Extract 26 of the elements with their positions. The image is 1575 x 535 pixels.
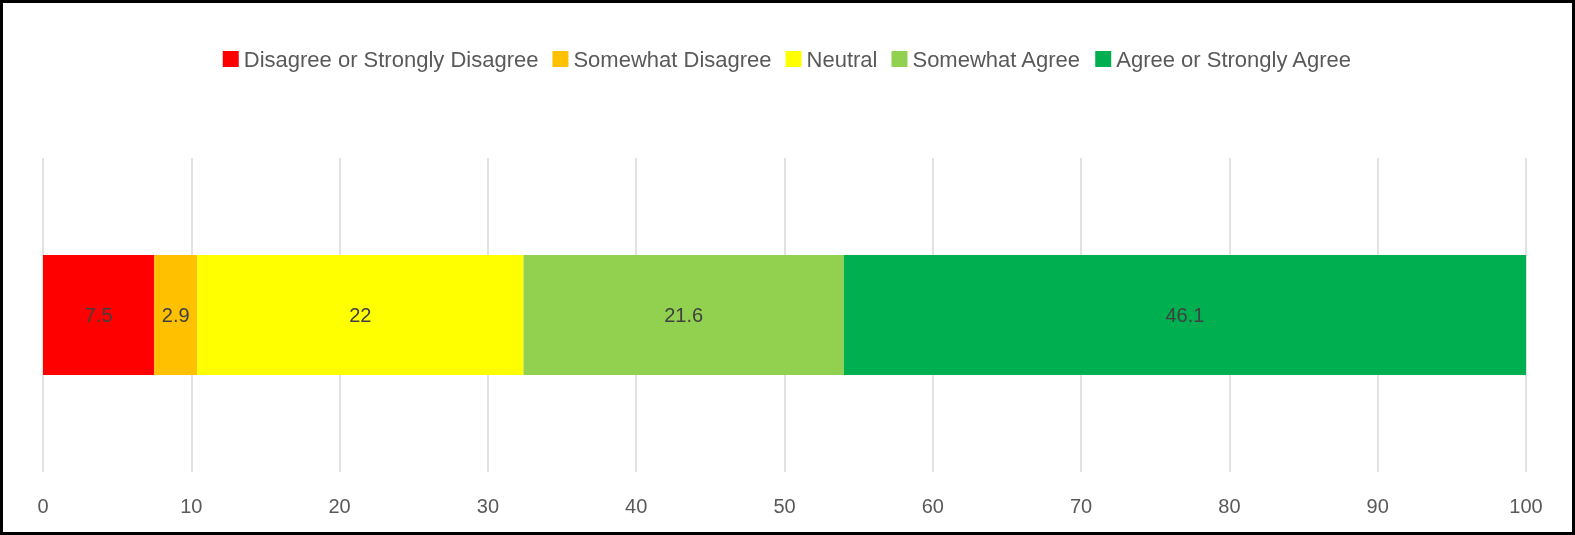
- x-tick-label: 60: [921, 495, 944, 517]
- x-tick-label: 20: [328, 495, 351, 517]
- x-tick-label: 10: [180, 495, 203, 517]
- legend-label: Agree or Strongly Agree: [1116, 46, 1352, 72]
- data-label: 22: [349, 304, 372, 326]
- bar: [523, 255, 844, 375]
- legend-label: Neutral: [806, 46, 878, 72]
- bar: [43, 255, 155, 375]
- x-tick-label: 40: [625, 495, 648, 517]
- data-label: 2.9: [161, 304, 190, 326]
- x-tick-label: 50: [773, 495, 796, 517]
- legend-label: Somewhat Disagree: [573, 46, 772, 72]
- data-label: 7.5: [84, 304, 113, 326]
- x-tick-label: 100: [1509, 495, 1543, 517]
- x-tick-label: 30: [476, 495, 500, 517]
- bar: [843, 255, 1526, 375]
- legend-label: Disagree or Strongly Disagree: [243, 46, 539, 72]
- data-label: 46.1: [1165, 304, 1205, 326]
- legend-label: Somewhat Agree: [912, 46, 1081, 72]
- x-tick-label: 90: [1366, 495, 1389, 517]
- x-tick-label: 80: [1218, 495, 1241, 517]
- bar: [154, 255, 198, 375]
- data-label: 21.6: [664, 304, 704, 326]
- x-tick-label: 70: [1069, 495, 1093, 517]
- bar: [197, 255, 524, 375]
- x-tick-label: 0: [37, 495, 49, 517]
